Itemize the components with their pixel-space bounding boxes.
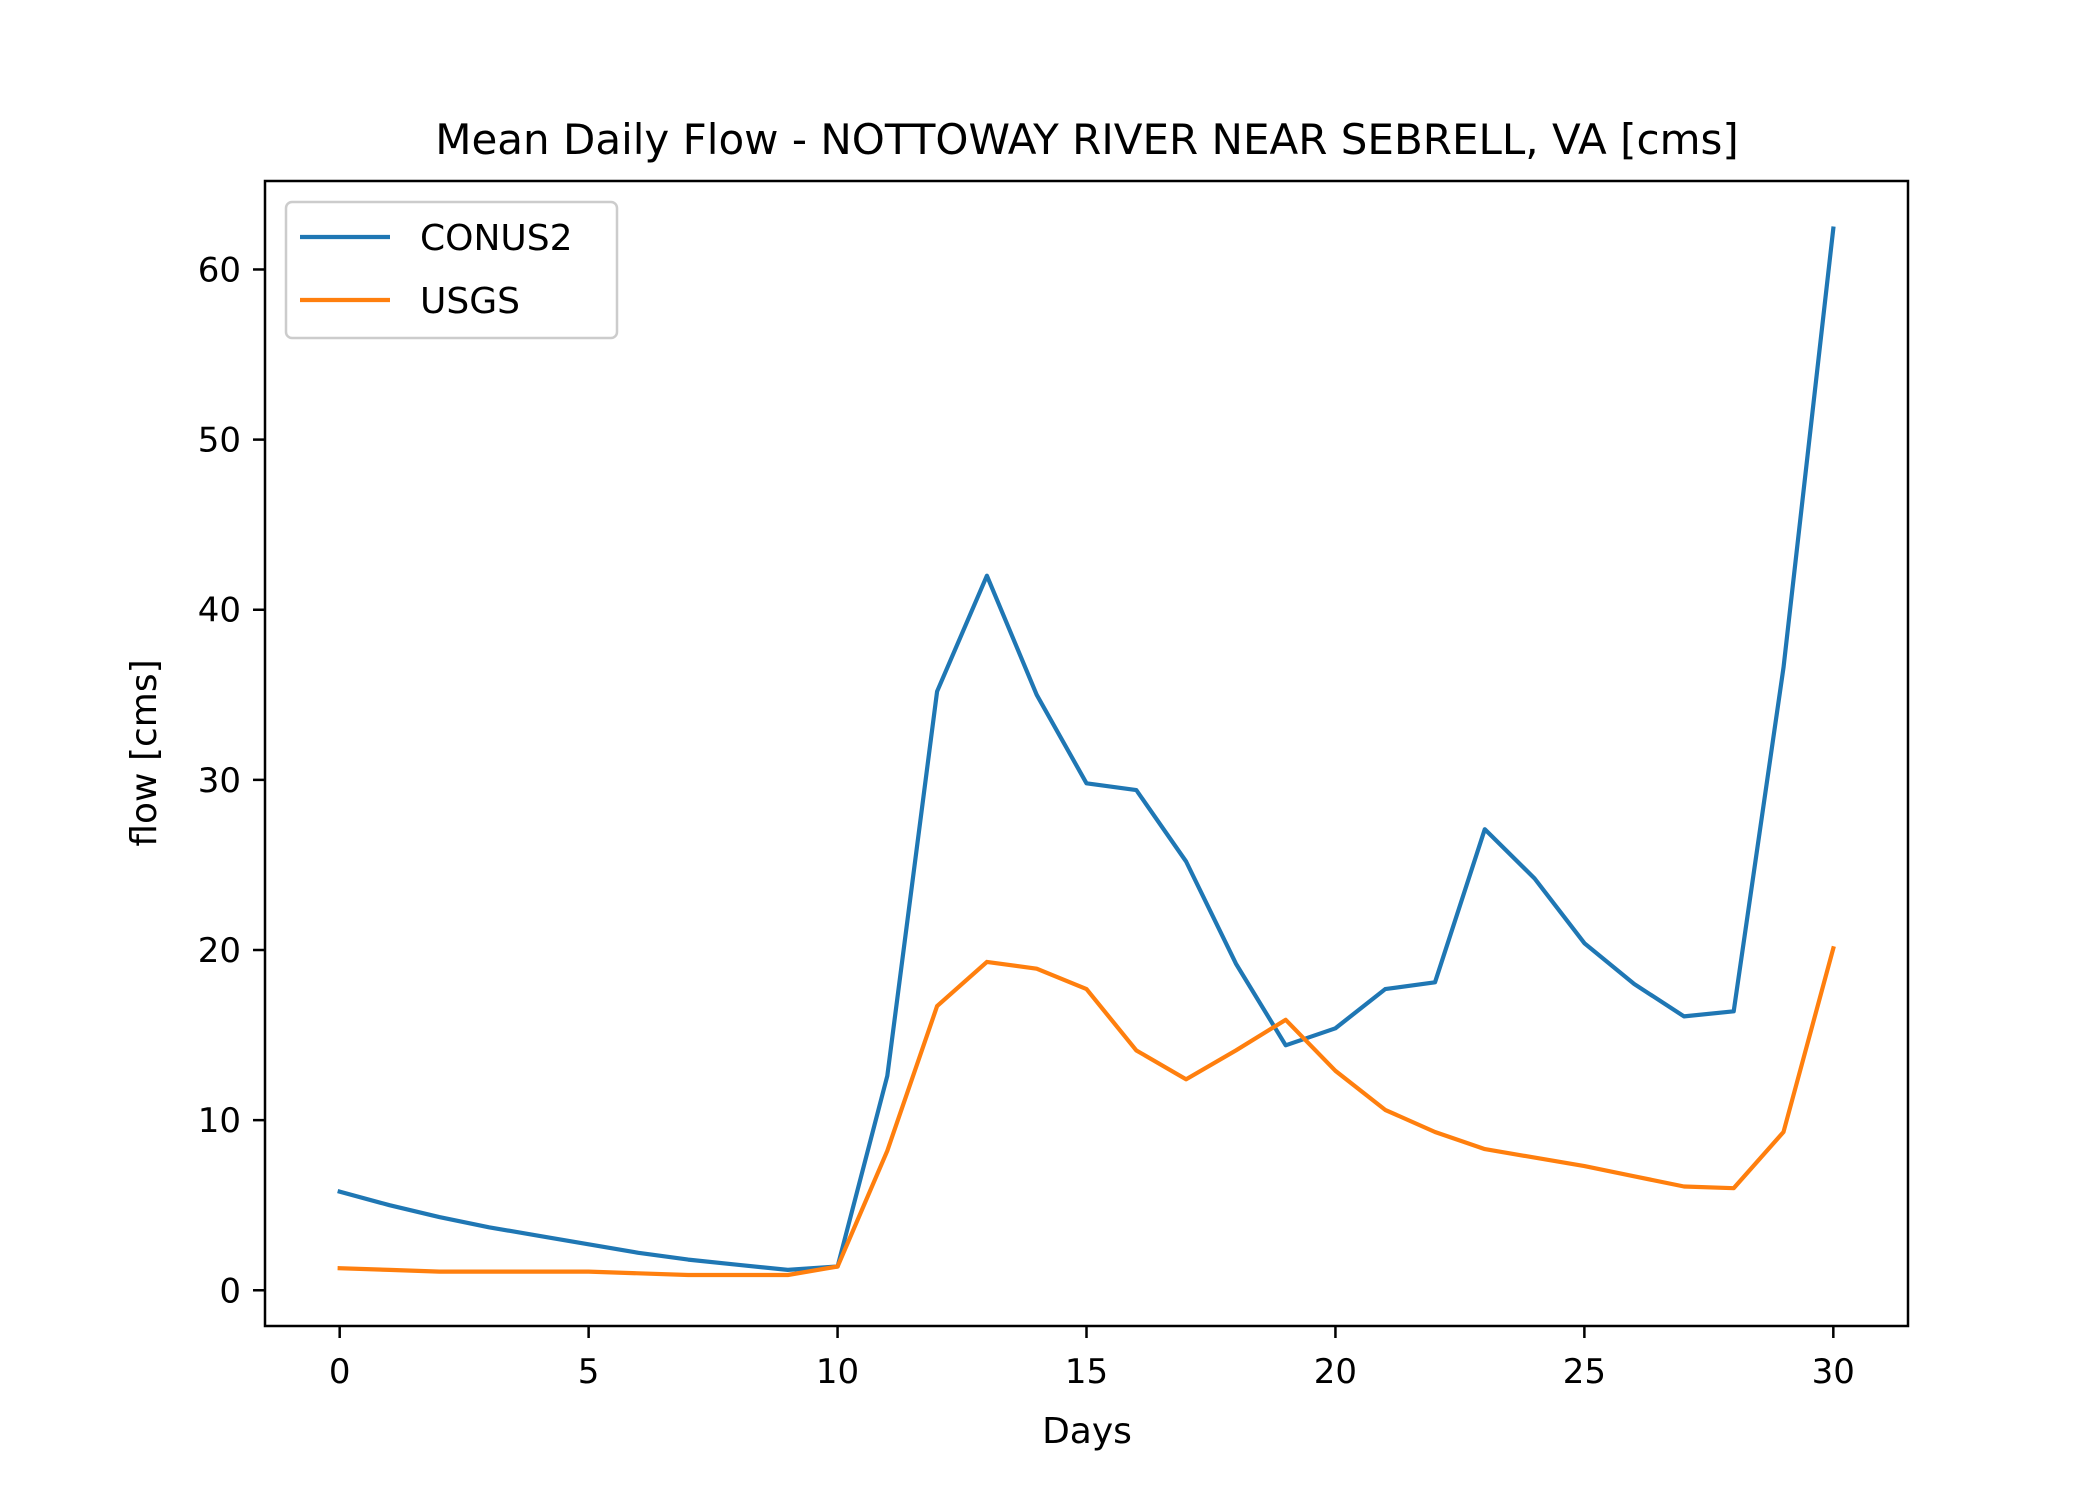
y-tick-label: 0 <box>219 1271 241 1311</box>
x-tick-label: 25 <box>1563 1352 1606 1392</box>
series-lines <box>337 226 1836 1278</box>
y-tick-label: 30 <box>198 761 241 801</box>
y-tick-label: 60 <box>198 250 241 290</box>
y-axis-label: flow [cms] <box>124 659 165 846</box>
x-tick-label: 30 <box>1812 1352 1855 1392</box>
x-axis-ticks: 0 5 10 15 20 25 30 <box>329 1326 1855 1392</box>
legend-items: CONUS2 USGS <box>300 218 573 322</box>
chart-title: Mean Daily Flow - NOTTOWAY RIVER NEAR SE… <box>435 115 1739 164</box>
legend-label-conus2: CONUS2 <box>420 218 573 259</box>
y-tick-label: 20 <box>198 931 241 971</box>
x-axis-label: Days <box>1042 1411 1132 1452</box>
series-line-conus2 <box>337 226 1836 1273</box>
x-tick-label: 20 <box>1314 1352 1357 1392</box>
y-tick-label: 10 <box>198 1101 241 1141</box>
y-tick-label: 40 <box>198 591 241 631</box>
y-axis-ticks: 0 10 20 30 40 50 60 <box>198 250 265 1311</box>
series-line-usgs <box>337 945 1836 1278</box>
legend: CONUS2 USGS <box>284 200 619 340</box>
x-tick-label: 15 <box>1065 1352 1108 1392</box>
x-tick-label: 0 <box>329 1352 351 1392</box>
x-tick-label: 10 <box>816 1352 859 1392</box>
y-tick-label: 50 <box>198 421 241 461</box>
x-tick-label: 5 <box>578 1352 600 1392</box>
legend-label-usgs: USGS <box>420 281 520 322</box>
